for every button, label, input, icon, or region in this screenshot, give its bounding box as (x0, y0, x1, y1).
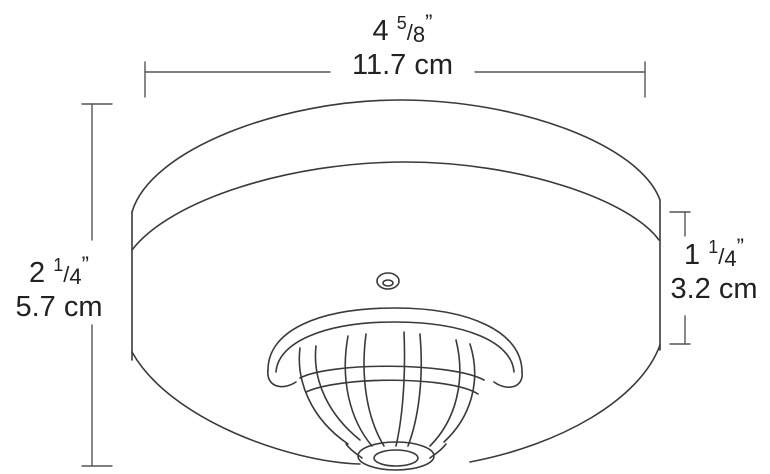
led-indicator-icon (376, 272, 400, 290)
total-height-imperial: 2 1/4” (29, 252, 89, 289)
width-inch-mark: ” (425, 10, 433, 35)
total-height-inch-mark: ” (81, 252, 89, 277)
sensor-lens-icon (267, 307, 523, 471)
total-height-dimension-line (81, 103, 113, 467)
width-whole: 4 (372, 15, 389, 47)
total-height-whole: 2 (29, 257, 46, 289)
width-numerator: 5 (396, 13, 407, 33)
width-metric: 11.7 cm (351, 49, 453, 81)
width-denominator: 8 (412, 22, 426, 47)
width-dimension-line (144, 61, 646, 98)
base-height-inch-mark: ” (736, 234, 744, 259)
base-height-label: 1 1/4” 3.2 cm (660, 232, 768, 304)
total-height-numerator: 1 (53, 255, 64, 275)
base-height-whole: 1 (684, 239, 701, 271)
total-height-denominator: 4 (69, 264, 82, 289)
base-height-numerator: 1 (708, 237, 719, 257)
housing-base-edge-right (469, 344, 661, 463)
base-height-dimension-line (669, 211, 691, 345)
base-height-denominator: 4 (724, 246, 737, 271)
width-imperial: 4 5/8” (372, 10, 433, 47)
housing-top-dome (131, 99, 661, 213)
base-height-imperial: 1 1/4” (684, 234, 744, 271)
housing-cap-seam (131, 161, 660, 251)
width-label: 4 5/8” 11.7 cm (330, 8, 475, 80)
total-height-metric: 5.7 cm (15, 291, 103, 323)
base-height-metric: 3.2 cm (670, 273, 758, 305)
housing-base-edge (131, 351, 361, 465)
total-height-label: 2 1/4” 5.7 cm (4, 250, 114, 322)
